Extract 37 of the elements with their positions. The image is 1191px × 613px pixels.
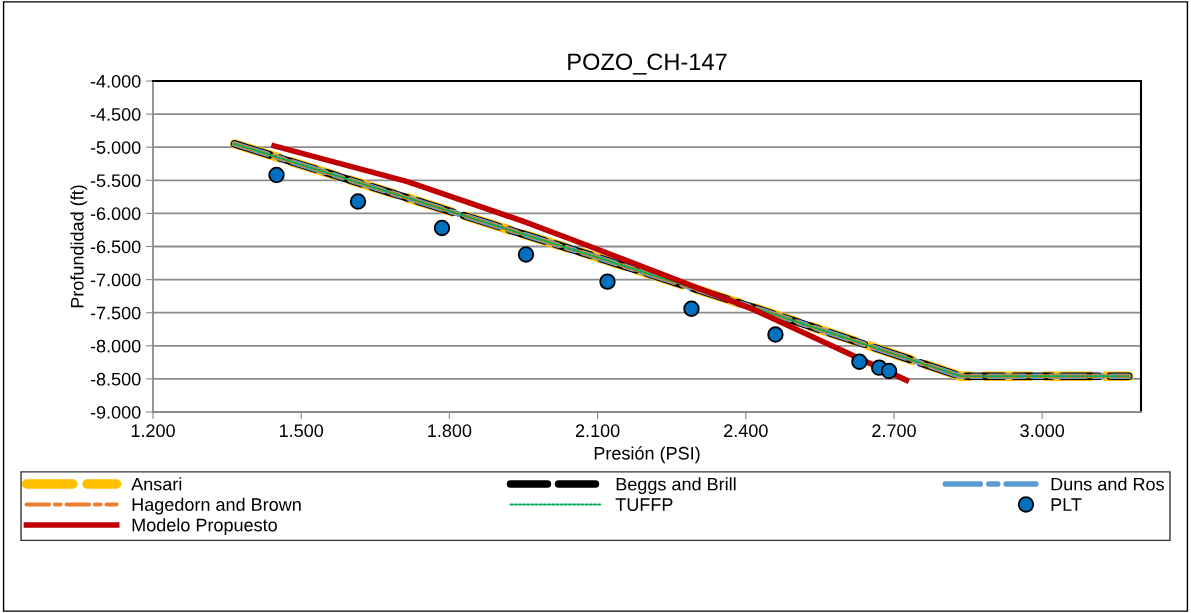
point — [599, 273, 616, 290]
x-tick-label: 2.400 — [724, 424, 768, 438]
y-tick-label: -7.000 — [90, 273, 141, 287]
point — [349, 193, 367, 210]
x-tick-label: 2.700 — [872, 424, 916, 438]
legend-label: Hagedorn and Brown — [132, 497, 301, 515]
y-tick-label: -6.500 — [90, 240, 141, 254]
point — [880, 362, 898, 380]
legend-label: TUFFP — [615, 498, 673, 511]
point — [268, 166, 285, 184]
legend-label: Duns and Ros — [1051, 477, 1164, 491]
point — [851, 353, 868, 370]
legend-label: PLT — [1051, 498, 1082, 511]
x-tick-label: 1.500 — [279, 424, 324, 438]
point — [517, 246, 535, 263]
y-tick-label: -8.500 — [90, 372, 141, 386]
y-tick-label: -6.000 — [90, 207, 141, 221]
x-tick-label: 1.800 — [428, 424, 472, 438]
legend-label: Ansari — [131, 477, 182, 491]
legend-label: Beggs and Brill — [616, 477, 736, 495]
y-tick-label: -4.500 — [90, 108, 141, 121]
x-tick-label: 1.200 — [131, 424, 175, 438]
point — [433, 219, 451, 237]
y-tick-label: -8.000 — [90, 339, 141, 353]
x-axis-title: Presión (PSI) — [594, 446, 700, 464]
point — [683, 300, 700, 317]
chart-title: POZO_CH-147 — [568, 53, 727, 75]
y-tick-label: -5.000 — [90, 141, 141, 154]
point — [767, 326, 784, 343]
y-axis-title: Profundidad (ft) — [70, 185, 88, 308]
y-tick-label: -5.500 — [90, 174, 141, 188]
legend-label: Modelo Propuesto — [132, 518, 277, 535]
y-tick-label: -4.000 — [90, 74, 141, 88]
x-tick-label: 3.000 — [1020, 424, 1065, 438]
y-tick-label: -9.000 — [90, 405, 141, 419]
y-tick-label: -7.500 — [90, 306, 141, 320]
x-tick-label: 2.100 — [575, 424, 620, 438]
